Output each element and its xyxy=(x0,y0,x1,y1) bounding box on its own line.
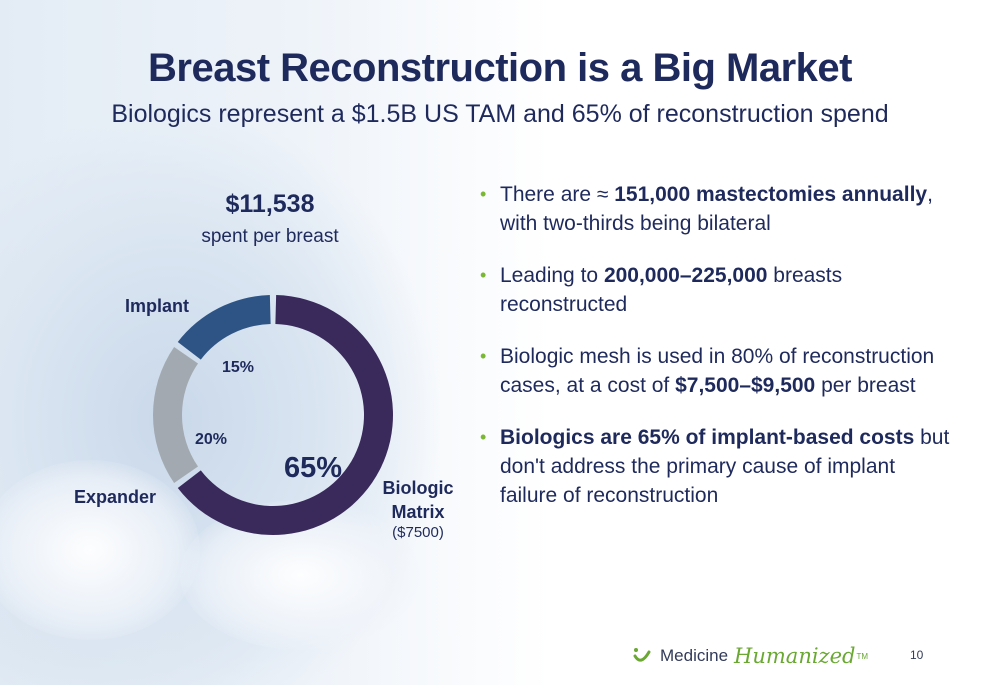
chart-total-amount: $11,538 xyxy=(225,190,315,218)
bullet-dot-icon: • xyxy=(480,184,487,204)
bullet-dot-icon: • xyxy=(480,427,487,447)
bullet-list: • There are ≈ 151,000 mastectomies annual… xyxy=(480,180,950,533)
bullet-text: There are ≈ xyxy=(500,183,615,206)
page-number: 10 xyxy=(910,648,924,662)
page-subtitle: Biologics represent a $1.5B US TAM and 6… xyxy=(111,100,889,128)
logo-trademark: TM xyxy=(856,651,869,661)
bullet-emphasis: Biologics are 65% of implant-based costs xyxy=(500,426,915,449)
bullet-text: but don't address the primary cause of i… xyxy=(500,426,950,507)
slice-percent-expander: 20% xyxy=(195,431,228,448)
logo-word-humanized: Humanized xyxy=(734,644,856,668)
bullet-emphasis: 151,000 mastectomies annually xyxy=(614,183,928,206)
slice-label-expander: Expander xyxy=(74,487,157,507)
bullet-dot-icon: • xyxy=(480,265,487,285)
bullet-text: breasts reconstructed xyxy=(500,264,843,316)
glove-left xyxy=(0,460,200,640)
bullet-emphasis: 200,000–225,000 xyxy=(603,264,768,287)
brand-logo: Medicine Humanized TM xyxy=(630,642,868,670)
slice-percent-implant: 15% xyxy=(222,359,255,376)
bullet-text: , with two-thirds being bilateral xyxy=(500,183,933,235)
bullet-item: • Biologics are 65% of implant-based cost… xyxy=(480,423,950,510)
slice-note-biologic: ($7500) xyxy=(392,524,444,541)
bullet-item: • Leading to 200,000–225,000 breasts reco… xyxy=(480,261,950,319)
bullet-text: Biologic mesh is used in 80% of reconstr… xyxy=(500,345,935,397)
bullet-item: • There are ≈ 151,000 mastectomies annual… xyxy=(480,180,950,238)
bullet-dot-icon: • xyxy=(480,346,487,366)
bullet-emphasis: $7,500–$9,500 xyxy=(675,374,816,397)
chart-total-caption: spent per breast xyxy=(201,226,339,247)
smile-icon xyxy=(633,648,651,662)
bullet-text: per breast xyxy=(815,374,916,397)
logo-word-medicine: Medicine xyxy=(660,646,729,665)
donut-slice-expander xyxy=(153,347,199,483)
bullet-item: • Biologic mesh is used in 80% of reconst… xyxy=(480,342,950,400)
donut-slice-implant xyxy=(177,295,271,360)
slice-percent-biologic: 65% xyxy=(284,452,343,484)
bullet-text: Leading to xyxy=(500,264,604,287)
page-title: Breast Reconstruction is a Big Market xyxy=(148,46,852,90)
slice-label-biologic: Biologic Matrix xyxy=(382,478,454,522)
slice-label-implant: Implant xyxy=(125,296,190,316)
